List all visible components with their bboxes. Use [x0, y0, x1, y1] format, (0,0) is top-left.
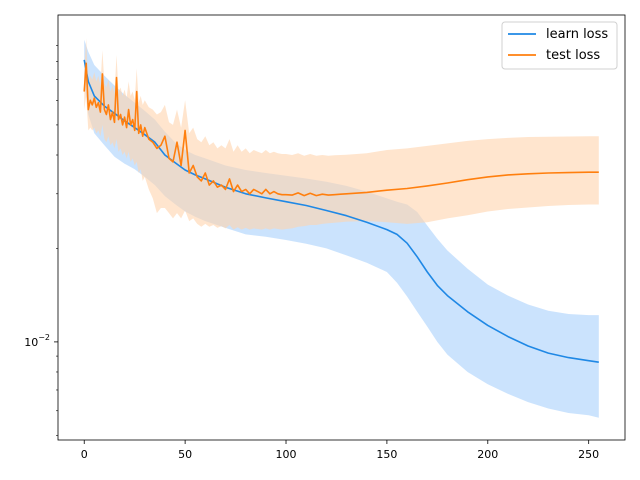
legend-label-test-loss: test loss [546, 48, 600, 63]
line-test-loss [83, 62, 599, 197]
series-lines [83, 59, 599, 363]
band-learn-loss [84, 39, 599, 418]
x-tick-label: 100 [276, 448, 297, 461]
x-tick-label: 50 [178, 448, 192, 461]
axes-frame [57, 14, 626, 441]
y-tick-label: 10−2 [24, 333, 50, 349]
x-axis: 0 50 100 150 200 250 [81, 440, 599, 461]
x-tick-label: 200 [477, 448, 498, 461]
x-tick-label: 250 [578, 448, 599, 461]
legend-label-learn-loss: learn loss [546, 27, 608, 42]
y-axis: 10−2 [24, 45, 58, 436]
legend: learn loss test loss [501, 21, 618, 70]
x-tick-label: 150 [376, 448, 397, 461]
x-tick-label: 0 [81, 448, 88, 461]
